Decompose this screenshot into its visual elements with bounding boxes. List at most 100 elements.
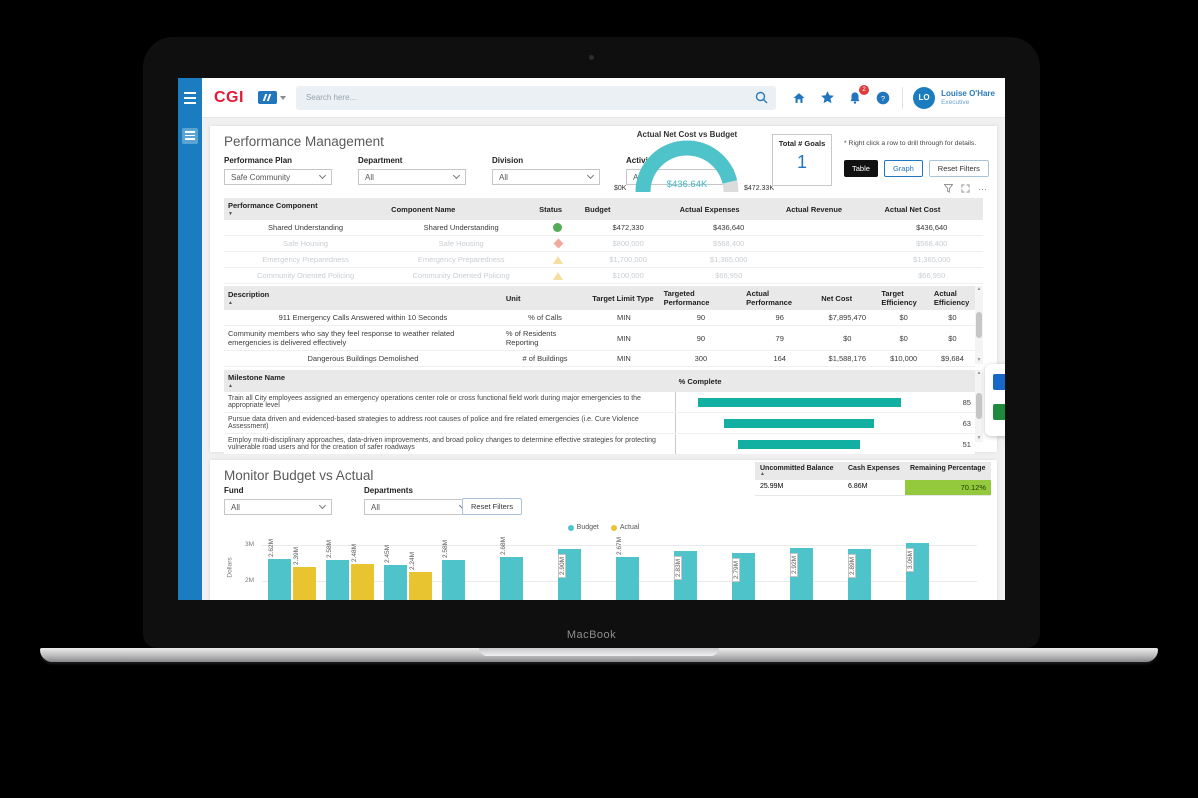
filter-dropdown[interactable]: All <box>492 169 600 185</box>
filter-dropdown[interactable]: All <box>358 169 466 185</box>
focus-mode-icon[interactable] <box>961 184 970 195</box>
kpi-scrollbar[interactable]: ▲ ▼ <box>975 286 983 364</box>
column-header[interactable]: Targeted Performance <box>660 286 743 310</box>
report-icon[interactable] <box>182 128 198 144</box>
column-header[interactable]: Actual Performance <box>742 286 817 310</box>
notifications-button[interactable]: 2 <box>846 84 870 107</box>
actual-bar[interactable] <box>351 563 374 600</box>
user-menu[interactable]: LO Louise O'Hare Executive <box>913 86 995 109</box>
column-header[interactable]: Actual Efficiency <box>930 286 975 310</box>
budget-chart: Dollars 3M 2M 2.62M 2.39M 2.58M 2.48M 2.45M 2.2… <box>224 536 983 600</box>
column-header[interactable]: Net Cost <box>817 286 877 310</box>
side-widget <box>985 364 1005 436</box>
scroll-down-icon[interactable]: ▼ <box>976 435 982 441</box>
budget-bar[interactable] <box>616 556 639 600</box>
column-header[interactable]: Performance Component ▼ <box>224 198 387 220</box>
table-cell: Safe Housing <box>438 239 484 248</box>
table-cell: 90 <box>696 313 706 322</box>
column-header[interactable]: Budget <box>581 198 676 220</box>
user-name: Louise O'Hare <box>941 89 995 99</box>
search-bar[interactable] <box>295 85 777 110</box>
home-button[interactable] <box>790 89 808 107</box>
budget-bar[interactable] <box>326 560 349 600</box>
sort-asc-icon: ▲ <box>760 471 765 477</box>
app-switcher-button[interactable] <box>257 91 286 104</box>
table-cell: 911 Emergency Calls Answered within 10 S… <box>278 313 448 322</box>
help-button[interactable]: ? <box>874 89 892 107</box>
graph-view-button[interactable]: Graph <box>883 160 923 177</box>
column-header[interactable]: % Complete <box>675 370 975 392</box>
scroll-thumb[interactable] <box>976 393 982 419</box>
search-input[interactable] <box>295 93 756 102</box>
budget-bar[interactable] <box>384 564 407 600</box>
filter-dropdown[interactable]: All <box>224 499 332 515</box>
y-tick-label: 3M <box>244 541 254 548</box>
table-cell: $0 <box>843 333 852 343</box>
column-header[interactable]: Status <box>535 198 581 220</box>
budget-summary-table: Uncommitted Balance ▲ Cash Expenses Rema… <box>755 462 991 496</box>
budget-card: Monitor Budget vs Actual Uncommitted Bal… <box>210 460 997 600</box>
excel-export-button[interactable] <box>993 374 1005 390</box>
sidebar <box>178 118 202 600</box>
column-header[interactable]: Actual Net Cost <box>880 198 982 220</box>
column-header[interactable]: Target Efficiency <box>877 286 930 310</box>
legend-budget[interactable]: Budget <box>567 524 599 531</box>
sheets-export-button[interactable] <box>993 404 1005 420</box>
legend-actual[interactable]: Actual <box>610 524 639 531</box>
column-header-label: Actual Revenue <box>785 204 843 214</box>
sort-icon: ▼ <box>228 211 233 217</box>
menu-button[interactable] <box>178 78 202 118</box>
webcam-icon <box>589 55 594 60</box>
macbook-label: MacBook <box>566 629 617 641</box>
favorites-button[interactable] <box>818 89 836 107</box>
status-red-diamond-icon <box>553 238 564 249</box>
column-header[interactable]: Component Name <box>387 198 535 220</box>
column-header-label: Actual Performance <box>746 289 793 307</box>
budget-bar[interactable] <box>268 558 291 600</box>
summary-header: Cash Expenses <box>848 465 900 472</box>
column-header[interactable]: Actual Expenses <box>676 198 782 220</box>
filter-label: Department <box>358 156 403 165</box>
milestone-bar[interactable] <box>697 397 901 407</box>
column-header[interactable]: Target Limit Type <box>588 286 659 310</box>
column-header-label: Milestone Name <box>228 373 286 382</box>
actual-bar[interactable] <box>293 566 316 600</box>
scroll-down-icon[interactable]: ▼ <box>976 357 982 363</box>
sort-icon: ▲ <box>228 383 233 389</box>
search-icon[interactable] <box>755 91 768 104</box>
table-cell: 79 <box>775 333 784 343</box>
budget-bar[interactable] <box>442 560 465 600</box>
scroll-up-icon[interactable]: ▲ <box>976 370 982 376</box>
reset-filters-button[interactable]: Reset Filters <box>928 160 989 177</box>
kpi-table: Description ▲ Unit Target Limit Type Targete… <box>224 286 975 367</box>
milestone-bar[interactable] <box>723 418 875 428</box>
drillthrough-note: * Right click a row to drill through for… <box>844 140 977 147</box>
milestone-scrollbar[interactable]: ▲ ▼ <box>975 370 983 442</box>
column-header[interactable]: Actual Revenue <box>782 198 881 220</box>
column-header[interactable]: Milestone Name ▲ <box>224 370 675 392</box>
budget-bar[interactable] <box>500 556 523 600</box>
scroll-thumb[interactable] <box>976 312 982 338</box>
actual-bar[interactable] <box>409 572 432 600</box>
bar-value-label: 2.48M <box>350 543 358 562</box>
filter-dropdown[interactable]: Safe Community <box>224 169 332 185</box>
table-cell: Safe Housing <box>283 239 329 248</box>
filter-dropdown[interactable]: All <box>364 499 472 515</box>
component-row[interactable]: Community Oriented Policing Community Ori… <box>224 268 983 284</box>
budget-reset-filters-button[interactable]: Reset Filters <box>462 498 523 515</box>
filter-funnel-icon[interactable] <box>943 184 954 195</box>
y-axis-label: Dollars <box>226 557 234 578</box>
column-header[interactable]: Unit <box>502 286 588 310</box>
milestone-bar[interactable] <box>738 439 860 449</box>
more-options-icon[interactable]: ⋯ <box>978 184 987 194</box>
user-role: Executive <box>941 98 970 106</box>
column-header[interactable]: Description ▲ <box>224 286 502 310</box>
status-yellow-triangle-icon <box>552 271 563 280</box>
component-row[interactable]: Emergency Preparedness Emergency Prepared… <box>224 252 983 268</box>
milestone-row: Pursue data driven and evidenced-based s… <box>224 413 975 434</box>
component-row[interactable]: Safe Housing Safe Housing $800,000 $568,400… <box>224 236 983 252</box>
component-row[interactable]: Shared Understanding Shared Understanding… <box>224 220 983 236</box>
table-view-button[interactable]: Table <box>844 160 878 177</box>
avatar: LO <box>913 86 936 109</box>
scroll-up-icon[interactable]: ▲ <box>976 286 982 292</box>
